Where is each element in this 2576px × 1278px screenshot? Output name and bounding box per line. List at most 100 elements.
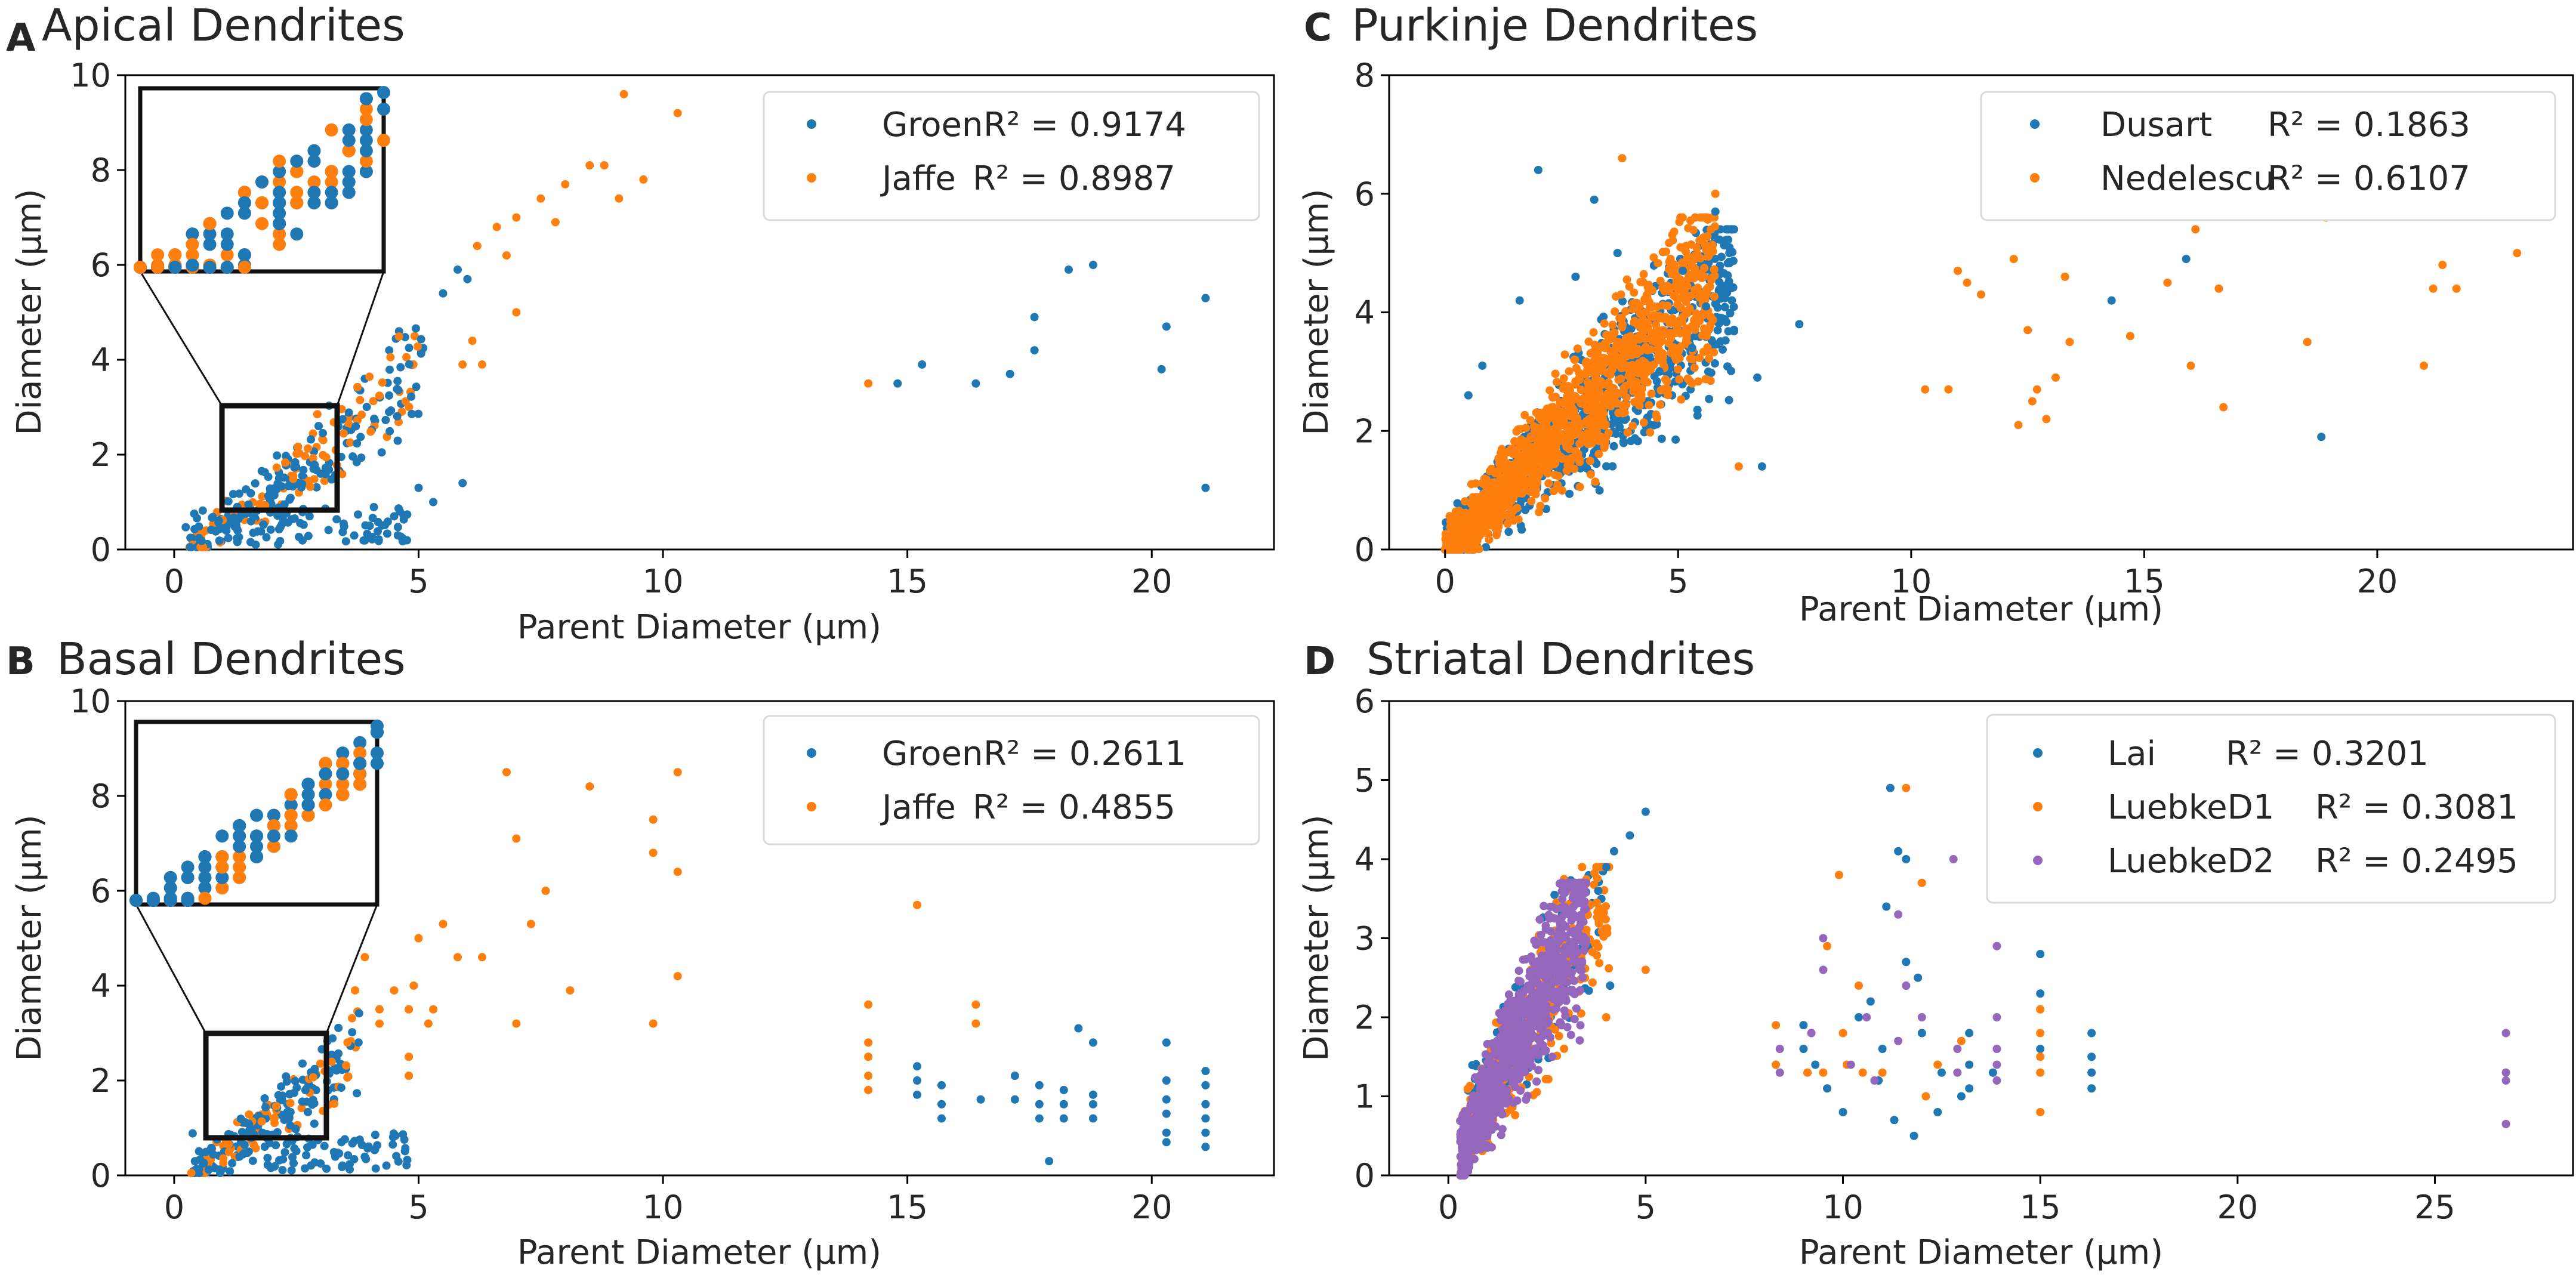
cluster-point [1489, 1110, 1498, 1119]
inset-point [319, 788, 332, 801]
cluster-point [1442, 533, 1451, 542]
scatter-point-band [282, 1140, 291, 1149]
cluster-point [1556, 398, 1565, 407]
legend-r2-jaffe-basal: R² = 0.4855 [973, 788, 1176, 827]
scatter-point-band [298, 1097, 307, 1106]
cluster-point [1682, 324, 1690, 333]
scatter-point-groen [1088, 1038, 1097, 1047]
cluster-point [1528, 480, 1537, 489]
cluster-point [1643, 363, 1652, 372]
scatter-point-nedelescu [1687, 379, 1696, 388]
inset-point [284, 798, 298, 812]
cluster-point [1497, 1016, 1506, 1025]
cluster-point [1611, 307, 1619, 316]
cluster-point [1654, 331, 1663, 340]
zoom-connector-right-basal [325, 904, 378, 1034]
cluster-point [1656, 400, 1665, 409]
cluster-point [1551, 369, 1560, 378]
cluster-point [1557, 887, 1566, 896]
scatter-point-groen [1201, 1067, 1210, 1076]
cluster-point [1708, 240, 1717, 249]
scatter-point-band [341, 537, 350, 546]
cluster-point [1684, 224, 1693, 233]
inset-point [377, 134, 390, 147]
scatter-point-jaffe [405, 1052, 414, 1061]
inset-point [203, 217, 217, 230]
scatter-point-band [393, 523, 402, 532]
inset-point [273, 186, 286, 199]
cluster-point [1516, 977, 1525, 986]
inset-point [181, 860, 195, 874]
inset-point [250, 839, 263, 853]
scatter-point-jaffe [429, 1005, 438, 1014]
x-ticks-basal: 0 5 10 15 20 [164, 1175, 1173, 1226]
scatter-point-groen [1162, 1038, 1171, 1047]
cluster-point [1466, 1125, 1474, 1134]
scatter-point-band [320, 477, 329, 486]
inset-point [273, 217, 286, 230]
cluster-point [1630, 336, 1639, 345]
cluster-point [1560, 988, 1569, 997]
cluster-point [1724, 396, 1733, 405]
scatter-point-band [391, 1131, 400, 1140]
scatter-point-band [332, 515, 341, 524]
cluster-point [1539, 422, 1548, 431]
cluster-point [1483, 484, 1492, 493]
scatter-point-band [274, 474, 283, 483]
inset-point [233, 819, 246, 832]
cluster-point [1542, 465, 1551, 474]
cluster-point [1671, 345, 1680, 354]
scatter-point-band [263, 1153, 272, 1162]
cluster-point [1656, 276, 1665, 285]
scatter-point-band [266, 495, 274, 504]
cluster-point [1555, 412, 1564, 421]
cluster-point [1556, 975, 1565, 984]
cluster-point [1572, 1004, 1581, 1013]
legend-r2-nedelescu: R² = 0.6107 [2268, 159, 2470, 198]
cluster-point [1538, 958, 1547, 967]
scatter-point-nedelescu [2023, 326, 2032, 335]
cluster-point [1691, 213, 1700, 222]
cluster-point [1590, 880, 1599, 889]
scatter-point-band [301, 1086, 310, 1095]
cluster-point [1516, 1046, 1525, 1055]
scatter-point-band [347, 1014, 356, 1023]
cluster-point [1561, 1011, 1570, 1020]
cluster-point [1643, 322, 1652, 331]
cluster-point [1680, 286, 1689, 295]
scatter-point-nedelescu [1618, 154, 1627, 163]
inset-point [353, 746, 367, 760]
y-tick-label: 0 [91, 1157, 111, 1194]
legend-marker-jaffe [807, 173, 816, 183]
scatter-point-groen [1201, 1143, 1210, 1152]
cluster-point [1664, 265, 1673, 274]
scatter-point-nedelescu [2513, 249, 2522, 258]
cluster-point [1665, 286, 1674, 295]
cluster-point [1556, 418, 1565, 427]
x-tick-label: 5 [408, 1189, 428, 1226]
scatter-point-band [304, 1107, 313, 1116]
cluster-point [1536, 467, 1545, 476]
cluster-point [1633, 382, 1642, 391]
x-tick-label: 0 [1435, 563, 1455, 600]
panel-title-apical: Apical Dendrites [42, 0, 405, 51]
scatter-point-groen [1201, 294, 1210, 302]
scatter-point-groen [458, 479, 467, 487]
scatter-point-band [365, 372, 374, 381]
cluster-point [1576, 1021, 1585, 1030]
scatter-point-band [273, 451, 282, 460]
cluster-point [1600, 441, 1609, 450]
scatter-point-band [270, 1162, 279, 1171]
cluster-point [1720, 282, 1729, 291]
scatter-point-band [414, 409, 423, 418]
inset-point [215, 829, 229, 843]
scatter-point-band [312, 483, 321, 492]
cluster-point [1552, 378, 1561, 387]
inset-point [371, 726, 384, 739]
scatter-point-lai [1909, 1131, 1918, 1140]
cluster-point [1593, 394, 1602, 403]
inset-point [307, 155, 321, 168]
cluster-point [1675, 375, 1684, 384]
